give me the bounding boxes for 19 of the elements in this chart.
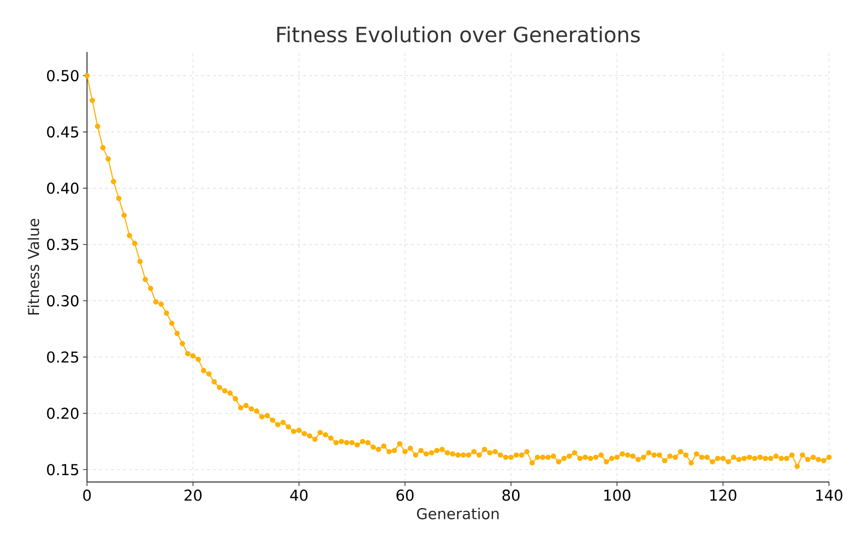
x-axis-title: Generation	[417, 508, 499, 520]
x-tick-label: 120	[710, 490, 736, 501]
y-tick-label: 0.45	[47, 126, 78, 138]
y-tick-label: 0.50	[47, 70, 78, 82]
x-tick-label: 60	[396, 490, 414, 501]
y-axis-title: Fitness Value	[28, 218, 40, 314]
y-tick-label: 0.20	[47, 408, 78, 420]
y-tick-label: 0.30	[47, 295, 78, 306]
y-tick-label: 0.25	[47, 351, 78, 363]
x-tick-label: 40	[290, 490, 308, 501]
y-tick-label: 0.40	[47, 182, 78, 194]
x-tick-label: 20	[184, 490, 202, 501]
x-tick-label: 80	[502, 490, 520, 501]
y-tick-label: 0.35	[47, 238, 78, 250]
y-tick-label: 0.15	[47, 464, 78, 476]
chart-title: Fitness Evolution over Generations	[277, 26, 640, 42]
x-tick-label: 0	[83, 490, 91, 501]
x-tick-label: 140	[816, 490, 842, 501]
x-tick-label: 100	[604, 490, 630, 501]
